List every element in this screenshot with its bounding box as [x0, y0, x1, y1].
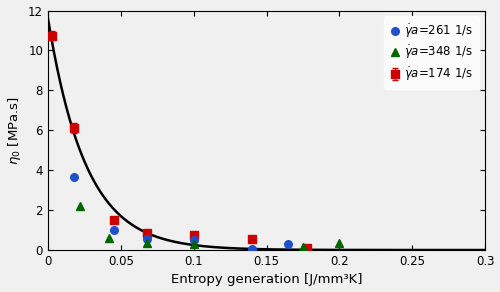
- Y-axis label: $\eta_0$ [MPa.s]: $\eta_0$ [MPa.s]: [6, 96, 22, 165]
- $\dot{\gamma}a$=348 1/s: [336, 241, 342, 245]
- $\dot{\gamma}a$=348 1/s: [106, 236, 112, 240]
- $\dot{\gamma}a$=261 1/s: [71, 175, 77, 179]
- $\dot{\gamma}a$=261 1/s: [286, 243, 292, 246]
- $\dot{\gamma}a$=261 1/s: [190, 239, 196, 242]
- X-axis label: Entropy generation [J/mm³K]: Entropy generation [J/mm³K]: [171, 273, 362, 286]
- $\dot{\gamma}a$=261 1/s: [144, 237, 150, 241]
- Legend: $\dot{\gamma}a$=261 1/s, $\dot{\gamma}a$=348 1/s, $\dot{\gamma}a$=174 1/s: $\dot{\gamma}a$=261 1/s, $\dot{\gamma}a$…: [384, 16, 480, 89]
- Line: $\dot{\gamma}a$=261 1/s: $\dot{\gamma}a$=261 1/s: [70, 173, 292, 253]
- $\dot{\gamma}a$=348 1/s: [77, 204, 83, 208]
- $\dot{\gamma}a$=348 1/s: [144, 241, 150, 245]
- $\dot{\gamma}a$=261 1/s: [249, 247, 255, 251]
- Line: $\dot{\gamma}a$=348 1/s: $\dot{\gamma}a$=348 1/s: [76, 202, 344, 251]
- $\dot{\gamma}a$=348 1/s: [300, 245, 306, 249]
- $\dot{\gamma}a$=261 1/s: [110, 228, 116, 232]
- $\dot{\gamma}a$=348 1/s: [190, 243, 196, 246]
